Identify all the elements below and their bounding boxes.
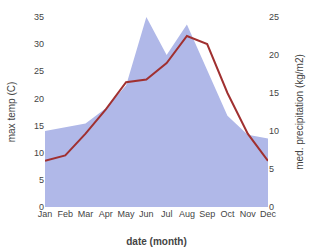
svg-text:Feb: Feb	[58, 209, 74, 219]
svg-text:Jan: Jan	[38, 209, 53, 219]
svg-text:Aug: Aug	[179, 209, 195, 219]
svg-text:0: 0	[269, 202, 274, 212]
svg-text:max temp (C): max temp (C)	[6, 82, 17, 143]
svg-text:0: 0	[39, 202, 44, 212]
svg-text:20: 20	[34, 94, 44, 104]
svg-text:20: 20	[269, 50, 279, 60]
svg-text:15: 15	[34, 121, 44, 131]
svg-text:Apr: Apr	[99, 209, 113, 219]
svg-text:Jul: Jul	[161, 209, 173, 219]
svg-text:date (month): date (month)	[126, 236, 187, 247]
svg-text:Mar: Mar	[78, 209, 94, 219]
svg-text:Dec: Dec	[260, 209, 277, 219]
svg-text:Jun: Jun	[139, 209, 154, 219]
svg-text:med. precipitation (kg/m2): med. precipitation (kg/m2)	[294, 54, 305, 170]
svg-text:5: 5	[269, 164, 274, 174]
svg-text:Sep: Sep	[199, 209, 215, 219]
svg-text:25: 25	[269, 12, 279, 22]
svg-text:Nov: Nov	[240, 209, 257, 219]
svg-text:30: 30	[34, 39, 44, 49]
svg-text:May: May	[118, 209, 136, 219]
svg-text:15: 15	[269, 88, 279, 98]
svg-text:25: 25	[34, 66, 44, 76]
svg-text:10: 10	[269, 126, 279, 136]
svg-text:Oct: Oct	[220, 209, 235, 219]
svg-text:5: 5	[39, 175, 44, 185]
svg-text:10: 10	[34, 148, 44, 158]
svg-text:35: 35	[34, 12, 44, 22]
